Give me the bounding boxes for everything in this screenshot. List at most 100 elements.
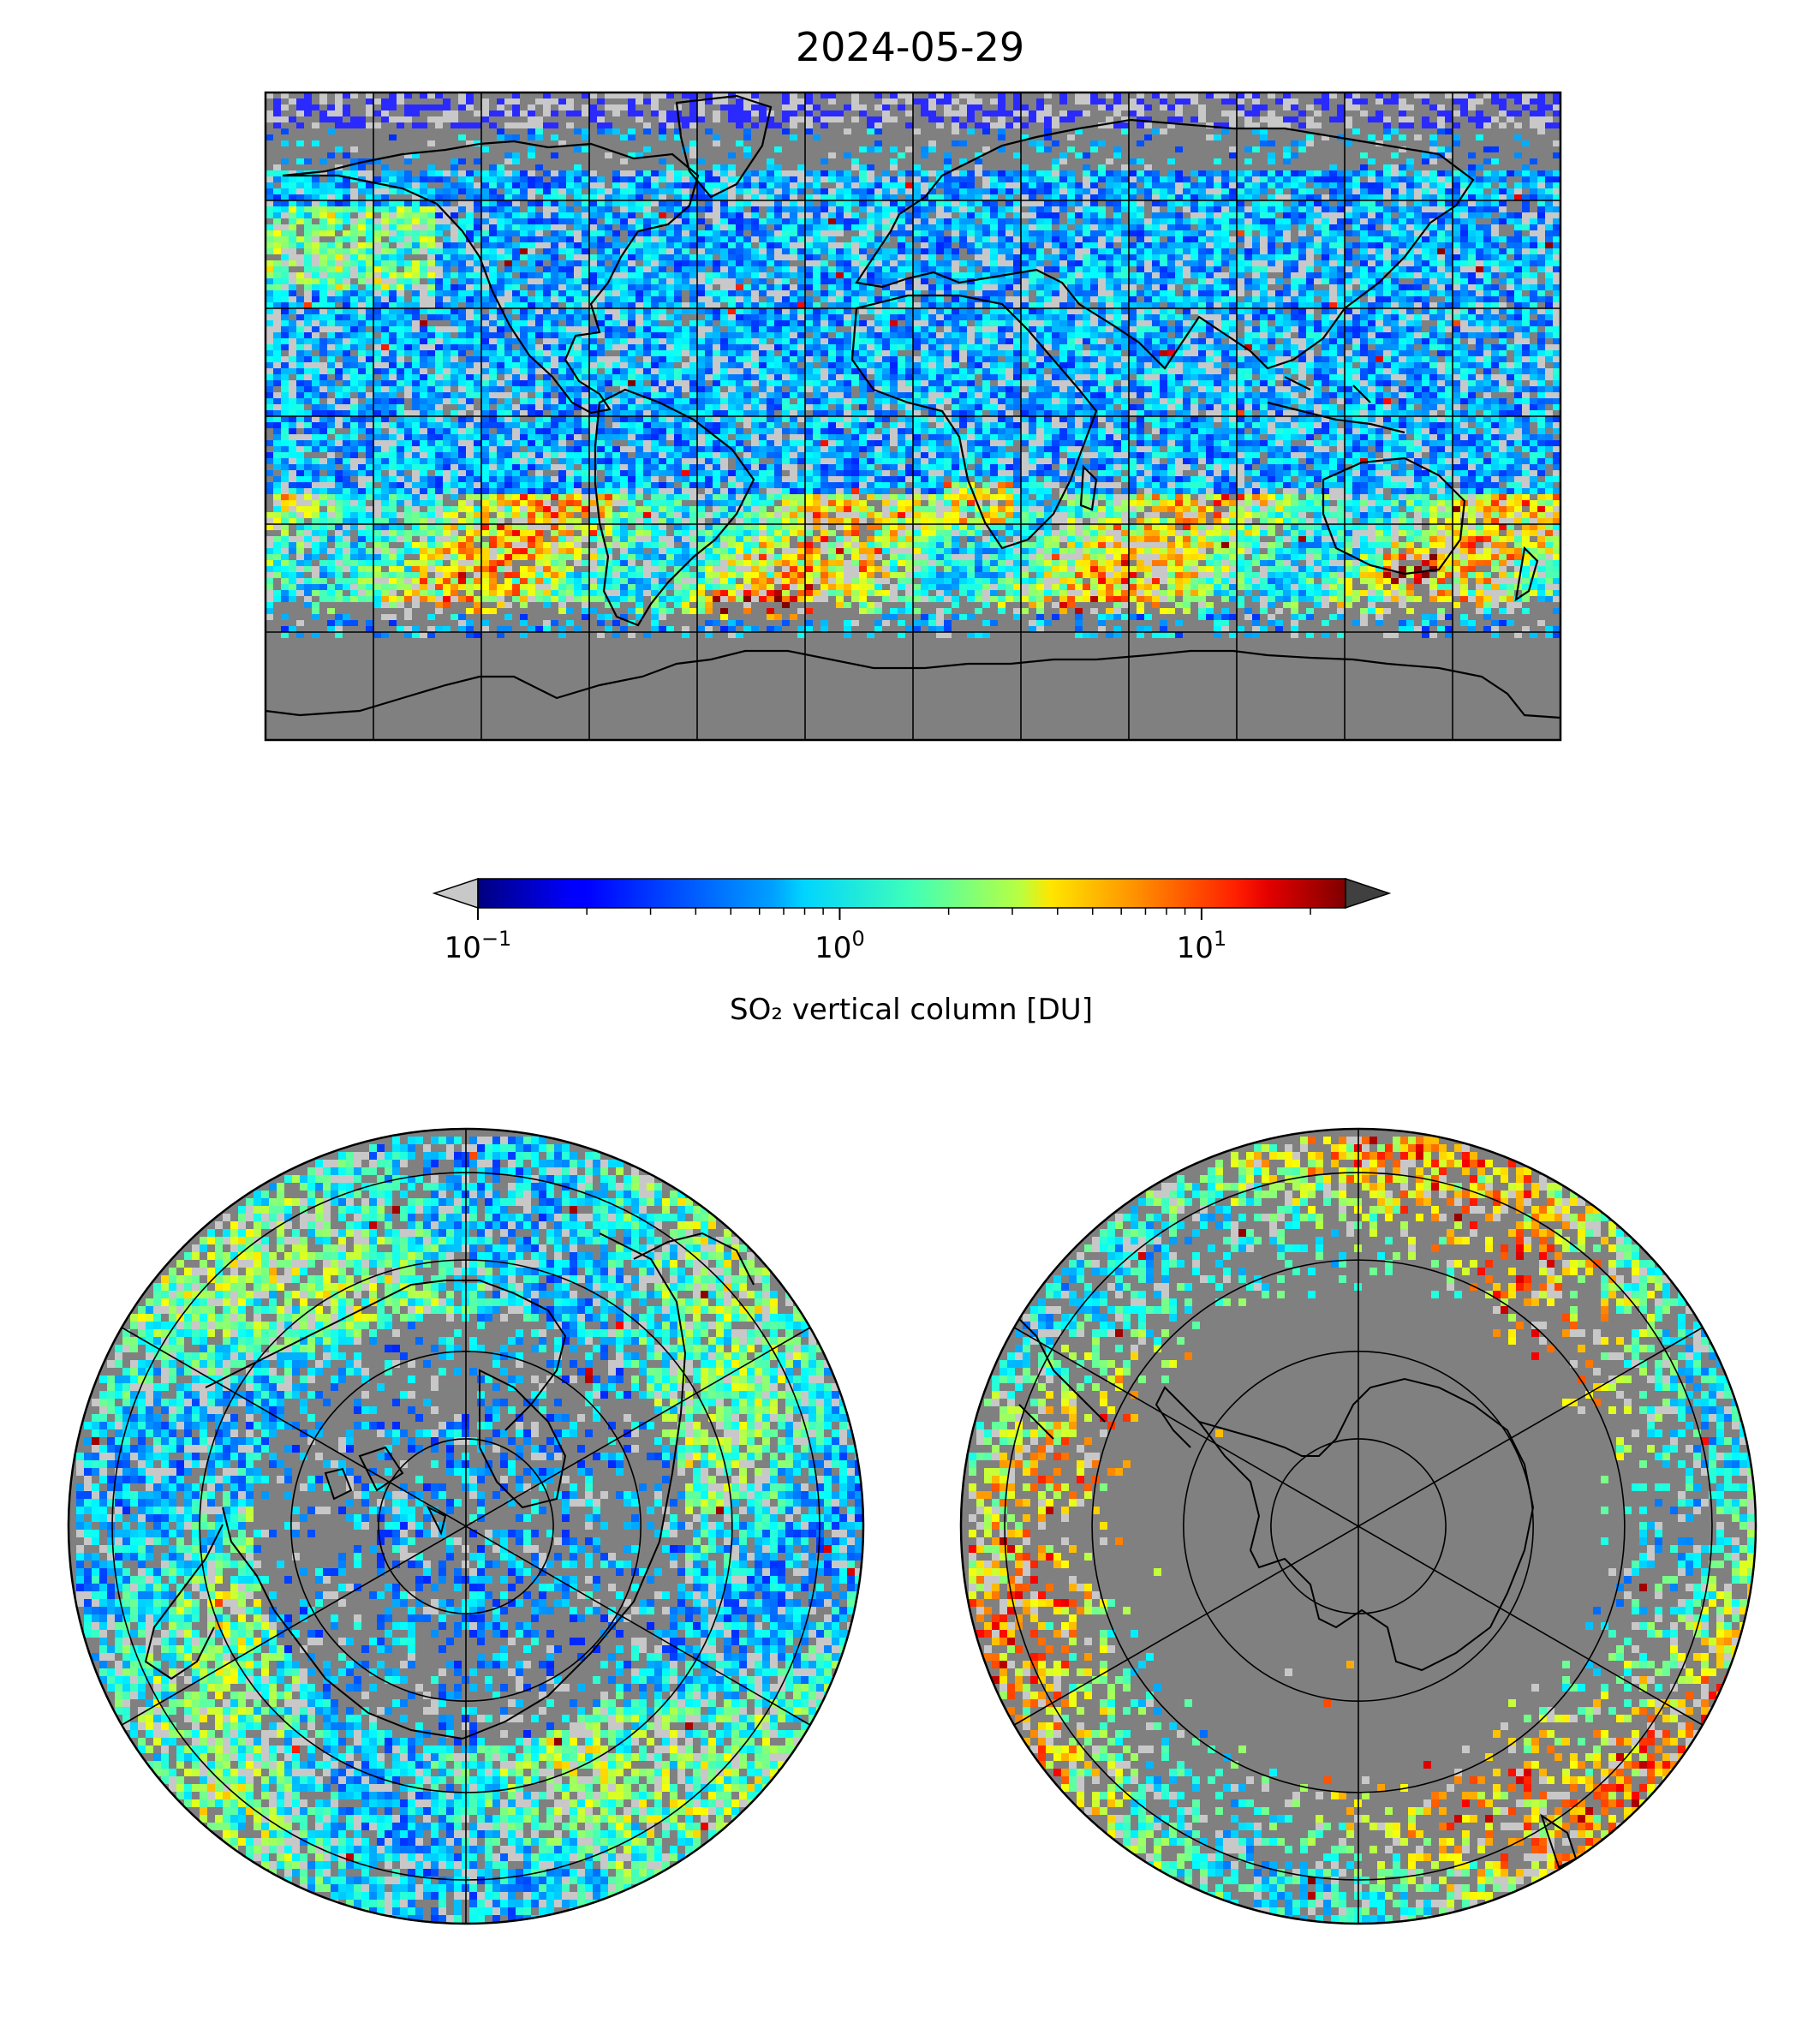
data-pixel bbox=[1553, 92, 1560, 98]
data-pixel bbox=[289, 272, 296, 278]
data-pixel bbox=[1337, 320, 1345, 326]
data-pixel bbox=[543, 290, 551, 296]
data-pixel bbox=[1121, 122, 1129, 128]
data-pixel bbox=[312, 188, 319, 194]
data-pixel bbox=[805, 104, 813, 110]
data-pixel bbox=[1514, 122, 1522, 128]
data-pixel bbox=[952, 314, 959, 320]
data-pixel bbox=[381, 194, 389, 200]
data-pixel bbox=[774, 188, 782, 194]
data-pixel bbox=[1036, 110, 1044, 116]
data-pixel bbox=[1360, 272, 1368, 278]
data-pixel bbox=[1499, 248, 1507, 254]
data-pixel bbox=[304, 224, 312, 230]
data-pixel bbox=[1314, 230, 1322, 236]
data-pixel bbox=[497, 110, 504, 116]
data-pixel bbox=[1005, 230, 1013, 236]
data-pixel bbox=[959, 218, 967, 224]
data-pixel bbox=[1530, 218, 1537, 224]
data-pixel bbox=[1036, 266, 1044, 272]
data-pixel bbox=[466, 278, 474, 284]
data-pixel bbox=[597, 308, 605, 314]
data-pixel bbox=[1005, 314, 1013, 320]
data-pixel bbox=[1429, 134, 1437, 140]
data-pixel bbox=[643, 188, 651, 194]
data-pixel bbox=[373, 224, 381, 230]
data-pixel bbox=[967, 314, 975, 320]
data-pixel bbox=[1214, 260, 1221, 266]
data-pixel bbox=[1275, 302, 1283, 308]
data-pixel bbox=[1406, 188, 1414, 194]
data-pixel bbox=[281, 290, 289, 296]
data-pixel bbox=[813, 254, 820, 260]
data-pixel bbox=[874, 212, 882, 218]
data-pixel bbox=[504, 278, 512, 284]
data-pixel bbox=[1244, 260, 1252, 266]
data-pixel bbox=[1553, 140, 1560, 146]
data-pixel bbox=[805, 170, 813, 176]
data-pixel bbox=[512, 284, 520, 290]
data-pixel bbox=[512, 302, 520, 308]
data-pixel bbox=[1460, 326, 1468, 332]
data-pixel bbox=[1352, 128, 1360, 134]
data-pixel bbox=[643, 308, 651, 314]
data-pixel bbox=[589, 242, 597, 248]
data-pixel bbox=[720, 212, 728, 218]
data-pixel bbox=[528, 170, 535, 176]
data-pixel bbox=[1252, 242, 1260, 248]
data-pixel bbox=[728, 224, 736, 230]
data-pixel bbox=[1406, 302, 1414, 308]
data-pixel bbox=[481, 278, 489, 284]
data-pixel bbox=[851, 242, 859, 248]
data-pixel bbox=[689, 260, 697, 266]
data-pixel bbox=[936, 278, 944, 284]
data-pixel bbox=[1137, 158, 1144, 164]
data-pixel bbox=[1298, 296, 1306, 302]
data-pixel bbox=[427, 314, 435, 320]
data-pixel bbox=[1375, 116, 1383, 122]
data-pixel bbox=[358, 164, 366, 170]
data-pixel bbox=[397, 320, 404, 326]
data-pixel bbox=[1175, 230, 1183, 236]
data-pixel bbox=[1067, 302, 1075, 308]
data-pixel bbox=[743, 290, 751, 296]
data-pixel bbox=[975, 290, 982, 296]
data-pixel bbox=[1029, 170, 1036, 176]
data-pixel bbox=[412, 224, 420, 230]
data-pixel bbox=[266, 272, 273, 278]
data-pixel bbox=[1553, 188, 1560, 194]
data-pixel bbox=[289, 200, 296, 206]
data-pixel bbox=[797, 284, 805, 290]
data-pixel bbox=[1522, 92, 1530, 98]
data-pixel bbox=[273, 194, 281, 200]
data-pixel bbox=[944, 92, 952, 98]
data-pixel bbox=[1083, 92, 1090, 98]
data-pixel bbox=[659, 308, 666, 314]
data-pixel bbox=[1275, 182, 1283, 188]
data-pixel bbox=[1098, 266, 1106, 272]
data-pixel bbox=[1229, 224, 1237, 230]
data-pixel bbox=[628, 92, 636, 98]
data-pixel bbox=[713, 212, 720, 218]
data-pixel bbox=[1144, 308, 1152, 314]
data-pixel bbox=[759, 218, 767, 224]
data-pixel bbox=[820, 212, 828, 218]
data-pixel bbox=[327, 224, 335, 230]
data-pixel bbox=[851, 92, 859, 98]
data-pixel bbox=[836, 176, 844, 182]
data-pixel bbox=[1437, 176, 1445, 182]
data-pixel bbox=[697, 254, 705, 260]
data-pixel bbox=[1090, 314, 1098, 320]
data-pixel bbox=[1522, 206, 1530, 212]
data-pixel bbox=[1021, 248, 1029, 254]
data-pixel bbox=[266, 182, 273, 188]
data-pixel bbox=[1352, 170, 1360, 176]
data-pixel bbox=[304, 194, 312, 200]
data-pixel bbox=[296, 236, 304, 242]
data-pixel bbox=[867, 188, 874, 194]
data-pixel bbox=[427, 170, 435, 176]
data-pixel bbox=[1090, 212, 1098, 218]
data-pixel bbox=[1306, 122, 1314, 128]
data-pixel bbox=[1098, 224, 1106, 230]
data-pixel bbox=[1268, 326, 1275, 332]
